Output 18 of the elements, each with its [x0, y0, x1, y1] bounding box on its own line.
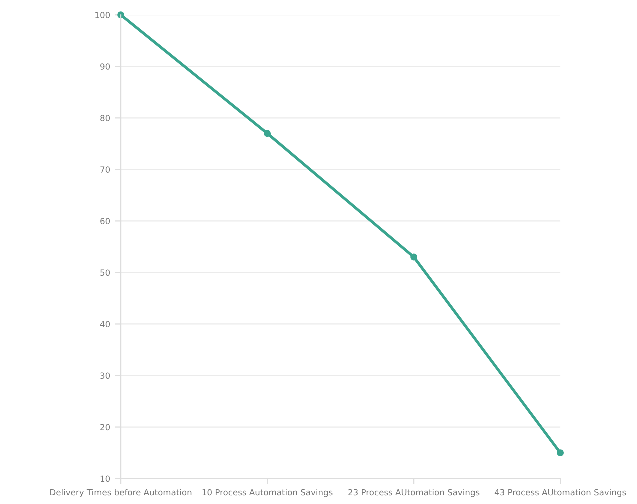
y-tick-label: 40 [100, 321, 110, 328]
y-tick-label: 50 [100, 270, 110, 276]
point [118, 12, 125, 19]
y-tick-label: 10 [100, 476, 110, 482]
x-tick-label: Delivery Times before Automation [50, 489, 192, 498]
y-tick-label: 20 [100, 424, 110, 431]
x-tick-label: 23 Process AUtomation Savings [348, 489, 480, 498]
point [410, 254, 418, 261]
point [264, 130, 272, 138]
y-tick-label: 30 [100, 372, 110, 380]
y-tick-label: 90 [100, 64, 110, 70]
point [557, 450, 564, 457]
y-tick-label: 70 [100, 166, 110, 173]
x-tick-label: 43 Process AUtomation Savings [494, 489, 626, 498]
y-tick-label: 60 [100, 218, 110, 224]
y-tick-label: 100 [96, 12, 110, 18]
x-tick-label: 10 Process Automation Savings [202, 489, 333, 498]
y-tick-label: 80 [100, 115, 110, 122]
